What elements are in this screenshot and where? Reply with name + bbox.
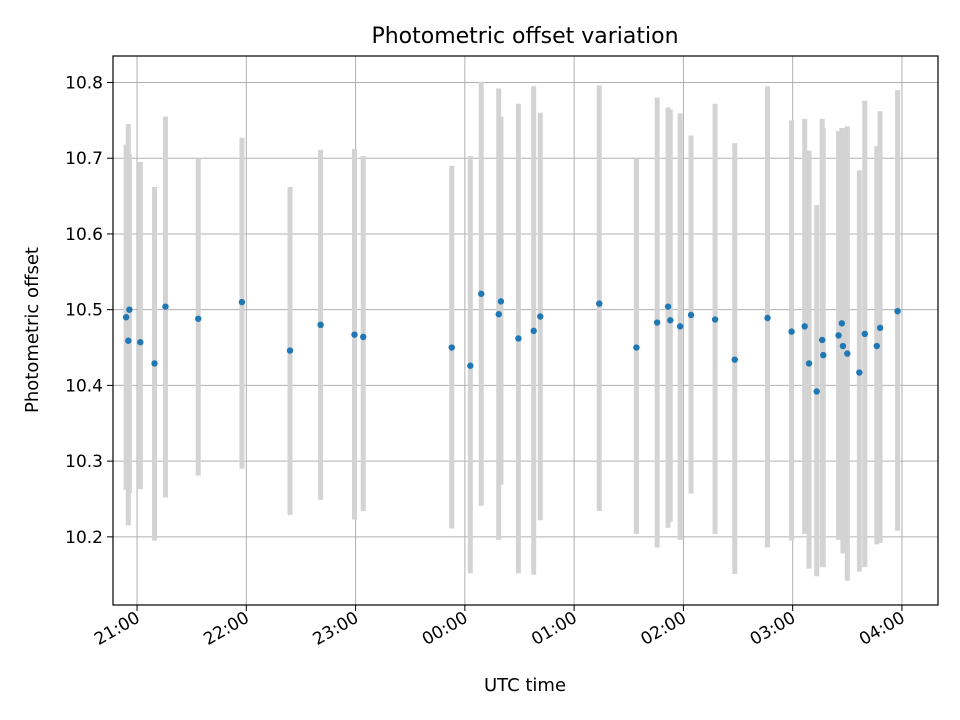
data-point	[467, 362, 474, 369]
data-point	[894, 307, 901, 315]
x-axis-label: UTC time	[484, 675, 566, 696]
data-point	[844, 350, 851, 357]
data-point	[515, 335, 522, 342]
data-point	[711, 316, 719, 323]
data-point	[839, 342, 847, 350]
y-axis-ticks: 10.2 10.3 10.4 10.5 10.6 10.7 10.8	[65, 74, 113, 548]
error-bars	[123, 81, 901, 581]
data-point	[238, 298, 246, 306]
data-point	[497, 298, 505, 305]
data-point	[151, 360, 158, 367]
data-point	[478, 290, 485, 297]
data-point	[876, 324, 884, 332]
y-tick-label: 10.6	[65, 225, 103, 245]
data-point	[873, 342, 881, 350]
y-tick-label: 10.7	[65, 149, 103, 169]
x-tick-label: 21:00	[91, 608, 143, 650]
chart-title: Photometric offset variation	[371, 24, 678, 49]
data-point	[676, 323, 684, 330]
data-point	[820, 351, 827, 359]
data-point	[731, 356, 738, 363]
x-tick-label: 00:00	[419, 608, 471, 650]
data-point	[653, 319, 661, 326]
data-point	[162, 303, 169, 310]
x-axis-ticks: 21:00 22:00 23:00 00:00 01:00 02:00 03:00 04:00	[91, 605, 908, 650]
x-tick-label: 03:00	[747, 608, 799, 650]
data-point	[861, 330, 868, 338]
y-tick-label: 10.3	[65, 452, 103, 472]
x-tick-label: 02:00	[637, 608, 689, 650]
x-tick-label: 22:00	[200, 608, 252, 650]
data-point	[687, 311, 695, 319]
data-point	[351, 331, 358, 338]
data-point	[805, 360, 813, 367]
y-tick-label: 10.8	[65, 74, 103, 94]
x-tick-label: 23:00	[310, 608, 362, 650]
data-point	[495, 311, 502, 318]
data-points	[122, 290, 901, 395]
data-point	[596, 300, 603, 307]
x-tick-label: 01:00	[528, 608, 580, 650]
data-point	[838, 320, 846, 327]
data-point	[764, 314, 771, 322]
data-point	[537, 313, 544, 320]
data-point	[125, 337, 132, 344]
y-tick-label: 10.4	[65, 376, 103, 396]
data-point	[448, 344, 455, 351]
data-point	[788, 328, 795, 335]
data-point	[818, 336, 826, 344]
data-point	[835, 332, 842, 339]
data-point	[530, 327, 537, 335]
data-point	[667, 317, 674, 324]
data-point	[317, 321, 324, 329]
x-tick-label: 04:00	[856, 608, 908, 650]
data-point	[122, 314, 130, 321]
y-tick-label: 10.2	[65, 528, 103, 548]
data-point	[195, 315, 202, 322]
data-point	[286, 347, 294, 354]
data-point	[664, 303, 672, 310]
y-tick-label: 10.5	[65, 301, 103, 321]
data-point	[801, 323, 808, 330]
data-point	[137, 339, 144, 346]
data-point	[856, 369, 863, 376]
plot-frame	[112, 55, 939, 606]
data-point	[360, 333, 367, 341]
data-point	[126, 306, 133, 313]
grid	[113, 56, 938, 605]
data-point	[813, 388, 820, 395]
y-axis-label: Photometric offset	[22, 247, 43, 413]
data-point	[633, 344, 640, 351]
